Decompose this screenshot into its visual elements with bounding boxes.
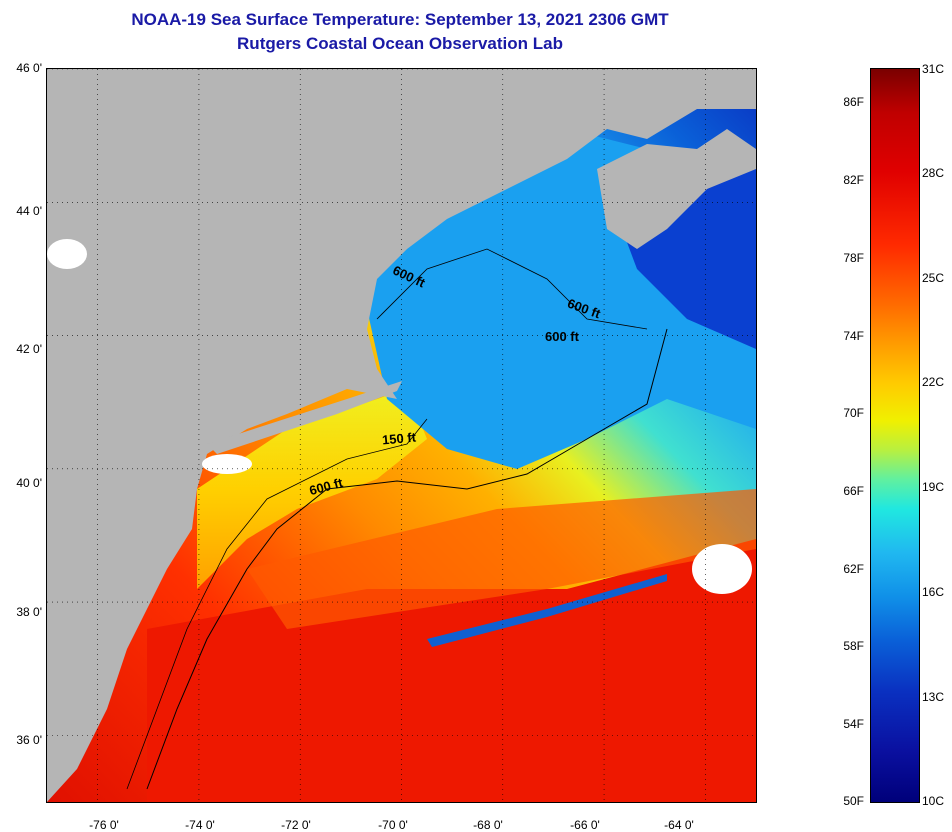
lat-tick-label: 40 0' <box>16 476 42 490</box>
land-north <box>47 69 756 802</box>
lon-tick-label: -68 0' <box>473 818 503 832</box>
land-long-island <box>207 381 402 454</box>
colorbar-c-label: 16C <box>922 585 945 599</box>
land-nova-scotia <box>597 129 756 249</box>
lon-tick-label: -72 0' <box>281 818 311 832</box>
colorbar-c-label: 10C <box>922 794 945 808</box>
sst-map-image <box>47 69 756 802</box>
shelf-water <box>197 389 427 589</box>
isobath-contour <box>376 248 648 330</box>
sst-map[interactable]: 600 ft 600 ft 600 ft 150 ft 600 ft <box>46 68 757 803</box>
colorbar-c-label: 25C <box>922 271 945 285</box>
colorbar-c-label: 22C <box>922 375 945 389</box>
temperature-colorbar <box>870 68 920 803</box>
colorbar-c-label: 28C <box>922 166 945 180</box>
lat-tick-label: 38 0' <box>16 605 42 619</box>
lon-tick-label: -74 0' <box>185 818 215 832</box>
lat-tick-label: 44 0' <box>16 204 42 218</box>
lon-tick-label: -64 0' <box>664 818 694 832</box>
colorbar-f-label: 86F <box>843 95 864 109</box>
colorbar-f-label: 78F <box>843 251 864 265</box>
colorbar-f-label: 62F <box>843 562 864 576</box>
colorbar-f-label: 54F <box>843 717 864 731</box>
lon-tick-label: -66 0' <box>570 818 600 832</box>
isobath-label: 150 ft <box>381 429 417 448</box>
colorbar-f-label: 74F <box>843 329 864 343</box>
lat-tick-label: 46 0' <box>16 61 42 75</box>
cloud-patch <box>47 239 87 269</box>
graticule <box>47 69 756 802</box>
warm-water-region-2 <box>247 489 756 629</box>
isobath-label: 600 ft <box>545 329 579 344</box>
colorbar-f-label: 70F <box>843 406 864 420</box>
colorbar-c-label: 13C <box>922 690 945 704</box>
isobath-contour <box>146 328 668 790</box>
cool-streak <box>427 574 667 647</box>
lat-tick-label: 36 0' <box>16 733 42 747</box>
colorbar-f-label: 66F <box>843 484 864 498</box>
colorbar-f-label: 82F <box>843 173 864 187</box>
colorbar-f-label: 50F <box>843 794 864 808</box>
lon-tick-label: -76 0' <box>89 818 119 832</box>
lon-tick-label: -70 0' <box>378 818 408 832</box>
map-title: NOAA-19 Sea Surface Temperature: Septemb… <box>131 10 669 29</box>
cloud-patch <box>692 544 752 594</box>
map-subtitle: Rutgers Coastal Ocean Observation Lab <box>237 34 563 53</box>
isobath-contour <box>126 418 428 790</box>
colorbar-f-label: 58F <box>843 639 864 653</box>
lat-tick-label: 42 0' <box>16 342 42 356</box>
colorbar-c-label: 31C <box>922 62 945 76</box>
cloud-patch <box>202 454 252 474</box>
colorbar-c-label: 19C <box>922 480 945 494</box>
